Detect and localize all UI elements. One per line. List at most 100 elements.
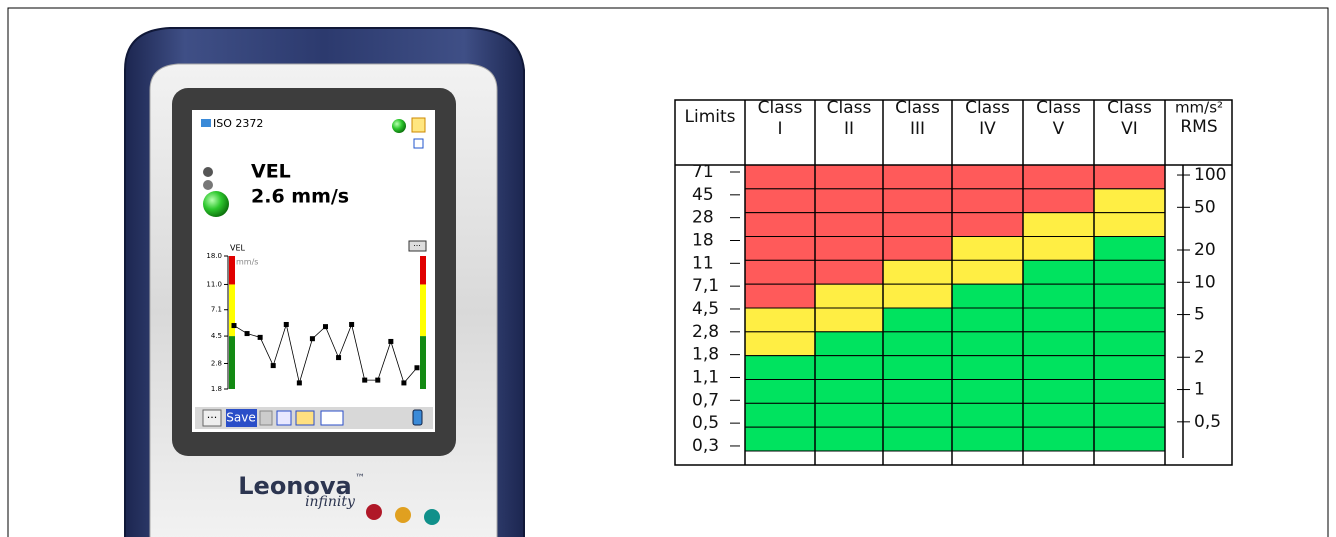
class-cell bbox=[1023, 189, 1094, 213]
limit-label: 1,1 bbox=[692, 367, 719, 387]
class-cell bbox=[1094, 380, 1165, 404]
class-name: Class bbox=[1107, 98, 1152, 118]
battery bbox=[413, 410, 422, 425]
zone-bar bbox=[229, 284, 235, 336]
tool-icon[interactable] bbox=[260, 411, 272, 425]
y-tick-label: 2.8 bbox=[211, 359, 222, 367]
class-cell bbox=[1094, 213, 1165, 237]
class-cell bbox=[745, 260, 815, 284]
class-cell bbox=[1094, 332, 1165, 356]
data-point bbox=[414, 365, 419, 370]
class-cell bbox=[815, 284, 883, 308]
class-cell bbox=[883, 403, 952, 427]
limit-label: 45 bbox=[692, 185, 714, 205]
tool-icon[interactable] bbox=[296, 411, 314, 425]
y-tick-label: 1.8 bbox=[211, 385, 222, 393]
zone-bar bbox=[420, 336, 426, 389]
class-cell bbox=[952, 380, 1023, 404]
button[interactable] bbox=[424, 509, 440, 525]
class-cell bbox=[1094, 308, 1165, 332]
page: Leonova ™ infinity ISO 2372 VEL 2.6 mm/s… bbox=[0, 0, 1336, 537]
class-cell bbox=[1023, 260, 1094, 284]
save[interactable]: Save bbox=[226, 411, 255, 425]
button[interactable] bbox=[366, 504, 382, 520]
limit-label: 7,1 bbox=[692, 276, 719, 296]
scale-label: 2 bbox=[1194, 347, 1205, 367]
limit-label: 18 bbox=[692, 230, 714, 250]
data-point bbox=[258, 335, 263, 340]
chart-menu[interactable]: ··· bbox=[413, 242, 421, 251]
class-cell bbox=[745, 284, 815, 308]
data-point bbox=[401, 380, 406, 385]
class-cell bbox=[883, 380, 952, 404]
class-cell bbox=[883, 356, 952, 380]
class-cell bbox=[1094, 260, 1165, 284]
model: infinity bbox=[305, 494, 356, 510]
class-cell bbox=[1023, 165, 1094, 189]
class-cell bbox=[745, 403, 815, 427]
menu[interactable]: ··· bbox=[207, 411, 218, 424]
limit-label: 28 bbox=[692, 208, 714, 228]
class-cell bbox=[1023, 237, 1094, 261]
class-cell bbox=[745, 427, 815, 451]
measure: VEL bbox=[251, 161, 291, 183]
checkbox[interactable] bbox=[414, 139, 423, 148]
units: mm/s² bbox=[1175, 99, 1223, 117]
data-point bbox=[297, 380, 302, 385]
folder-icon bbox=[201, 119, 211, 127]
limit-label: 2,8 bbox=[692, 322, 719, 342]
data-point bbox=[336, 355, 341, 360]
iso-icon bbox=[412, 118, 425, 132]
class-cell bbox=[883, 308, 952, 332]
scale-label: 5 bbox=[1194, 305, 1205, 325]
class-cell bbox=[952, 189, 1023, 213]
reading: 2.6 mm/s bbox=[251, 186, 349, 208]
table: LimitsClassIClassIIClassIIIClassIVClassV… bbox=[675, 98, 1232, 465]
class-name: Class bbox=[895, 98, 940, 118]
class-numeral: I bbox=[777, 119, 782, 139]
class-cell bbox=[952, 308, 1023, 332]
data-point bbox=[362, 378, 367, 383]
class-cell bbox=[952, 403, 1023, 427]
class-cell bbox=[815, 213, 883, 237]
data-point bbox=[271, 363, 276, 368]
class-cell bbox=[815, 260, 883, 284]
class-cell bbox=[815, 237, 883, 261]
class-cell bbox=[815, 427, 883, 451]
class-cell bbox=[883, 332, 952, 356]
button[interactable] bbox=[395, 507, 411, 523]
class-cell bbox=[952, 356, 1023, 380]
class-cell bbox=[883, 213, 952, 237]
class-numeral: II bbox=[844, 119, 854, 139]
tool-icon[interactable] bbox=[277, 411, 291, 425]
tool-icon[interactable] bbox=[321, 411, 343, 425]
status-light bbox=[392, 119, 406, 133]
y-tick-label: 7.1 bbox=[211, 306, 222, 314]
header-limits: Limits bbox=[685, 107, 736, 127]
class-cell bbox=[1023, 308, 1094, 332]
class-name: Class bbox=[758, 98, 803, 118]
class-numeral: IV bbox=[979, 119, 996, 139]
scale-label: 0,5 bbox=[1194, 412, 1221, 432]
limit-label: 0,3 bbox=[692, 436, 719, 456]
folder: ISO 2372 bbox=[213, 117, 263, 130]
y-label: mm/s bbox=[236, 258, 258, 267]
scale-label: 50 bbox=[1194, 197, 1216, 217]
zone-bar bbox=[420, 256, 426, 284]
class-cell bbox=[1023, 427, 1094, 451]
class-numeral: VI bbox=[1121, 119, 1138, 139]
class-cell bbox=[1094, 284, 1165, 308]
limit-label: 11 bbox=[692, 253, 714, 273]
class-cell bbox=[815, 380, 883, 404]
class-cell bbox=[745, 356, 815, 380]
class-cell bbox=[815, 165, 883, 189]
class-cell bbox=[745, 332, 815, 356]
class-cell bbox=[745, 308, 815, 332]
class-cell bbox=[952, 213, 1023, 237]
limit-label: 4,5 bbox=[692, 299, 719, 319]
class-cell bbox=[745, 380, 815, 404]
class-cell bbox=[1094, 237, 1165, 261]
class-cell bbox=[883, 189, 952, 213]
units-sub: RMS bbox=[1180, 117, 1217, 137]
scale-label: 20 bbox=[1194, 240, 1216, 260]
